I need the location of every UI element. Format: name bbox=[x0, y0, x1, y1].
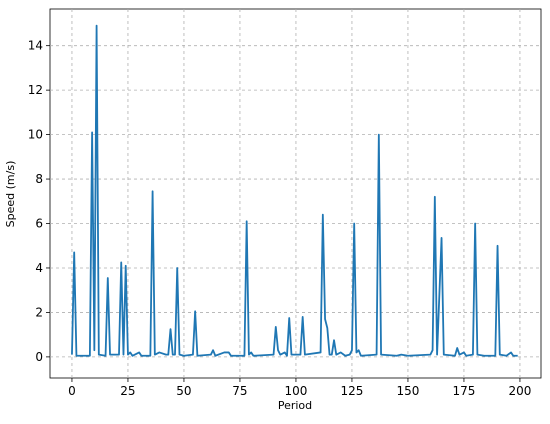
y-tick-label: 10 bbox=[28, 128, 43, 142]
x-tick-label: 0 bbox=[68, 384, 76, 398]
y-tick-label: 8 bbox=[35, 172, 43, 186]
y-tick-label: 6 bbox=[35, 217, 43, 231]
y-tick-label: 0 bbox=[35, 350, 43, 364]
x-tick-label: 150 bbox=[396, 384, 419, 398]
x-tick-label: 100 bbox=[284, 384, 307, 398]
y-tick-label: 14 bbox=[28, 39, 43, 53]
x-tick-label: 50 bbox=[176, 384, 191, 398]
x-tick-label: 125 bbox=[340, 384, 363, 398]
data-line bbox=[71, 24, 518, 357]
x-tick-label: 25 bbox=[120, 384, 135, 398]
x-axis-label: Period bbox=[278, 399, 312, 412]
x-tick-label: 75 bbox=[232, 384, 247, 398]
y-tick-label: 12 bbox=[28, 83, 43, 97]
y-tick-label: 4 bbox=[35, 261, 43, 275]
x-tick-label: 175 bbox=[452, 384, 475, 398]
plot-frame bbox=[49, 8, 542, 379]
y-axis-label: Speed (m/s) bbox=[4, 161, 17, 228]
x-tick-label: 200 bbox=[508, 384, 531, 398]
y-tick-label: 2 bbox=[35, 305, 43, 319]
